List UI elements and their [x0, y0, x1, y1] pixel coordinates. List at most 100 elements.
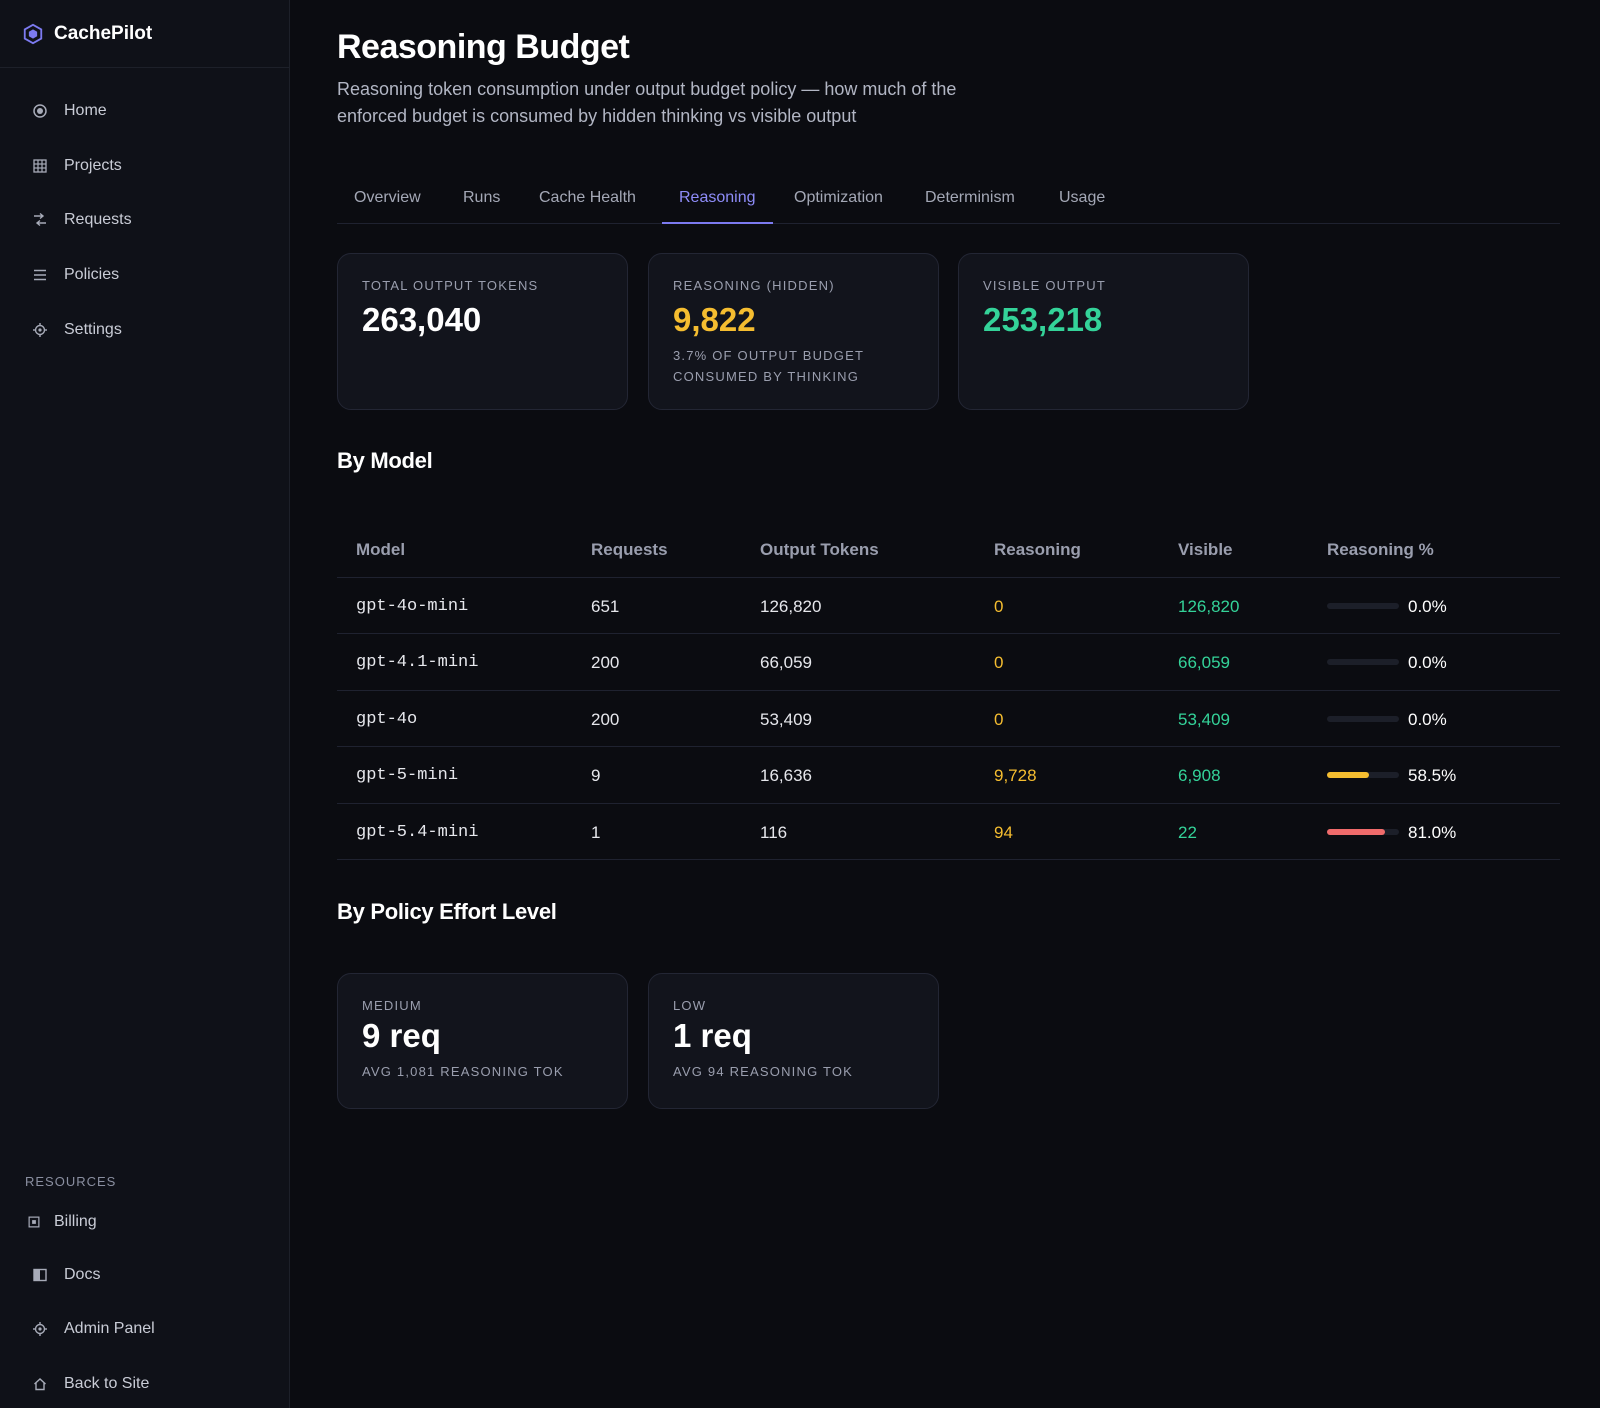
stat-label: TOTAL OUTPUT TOKENS: [362, 278, 539, 293]
policy-subtext: AVG 94 REASONING TOK: [673, 1064, 854, 1079]
cell-model: gpt-4o: [356, 709, 418, 729]
cell-reasoning: 94: [994, 822, 1013, 842]
resource-item-docs[interactable]: Docs: [0, 1260, 290, 1290]
swap-icon: [32, 212, 48, 228]
column-header-reasoning-pct[interactable]: Reasoning %: [1327, 540, 1434, 559]
stat-subtext: 3.7% OF OUTPUT BUDGET CONSUMED BY THINKI…: [673, 348, 864, 384]
reasoning-pct-bar: [1327, 772, 1399, 779]
nav-item-label: Requests: [64, 211, 132, 229]
column-header-reasoning[interactable]: Reasoning: [994, 540, 1081, 559]
cell-requests: 651: [591, 597, 620, 616]
cell-reasoning: 0: [994, 653, 1004, 673]
house-icon: [32, 1376, 48, 1392]
table-row[interactable]: gpt-4o-mini 651 126,820 0 126,820 0.0%: [337, 578, 1560, 635]
nav-item-requests[interactable]: Requests: [0, 193, 289, 248]
cell-output-tokens: 116: [760, 822, 788, 842]
reasoning-pct-fill: [1327, 772, 1370, 779]
page-description: Reasoning token consumption under output…: [337, 79, 957, 126]
policy-value: 9 req: [362, 1017, 441, 1054]
tab-determinism[interactable]: Determinism: [925, 189, 1015, 206]
brand-name: CachePilot: [54, 22, 153, 44]
cell-output-tokens: 126,820: [760, 597, 822, 616]
nav-item-home[interactable]: Home: [0, 84, 289, 139]
reasoning-pct-fill: [1327, 828, 1386, 835]
tab-optimization[interactable]: Optimization: [794, 189, 883, 206]
reasoning-pct-bar: [1327, 603, 1399, 609]
nav-item-projects[interactable]: Projects: [0, 139, 289, 194]
column-header-visible[interactable]: Visible: [1178, 540, 1233, 559]
nav-item-settings[interactable]: Settings: [0, 302, 289, 357]
section-title-by-model: By Model: [337, 448, 433, 473]
cell-reasoning-pct: 0.0%: [1408, 597, 1447, 616]
cell-output-tokens: 16,636: [760, 766, 812, 786]
nav-item-label: Home: [64, 102, 107, 120]
reasoning-pct-bar: [1327, 828, 1399, 835]
main-nav: Home Projects Requests Policies Settings: [0, 68, 289, 357]
cell-reasoning: 0: [994, 709, 1004, 729]
policy-card-medium: MEDIUM 9 req AVG 1,081 REASONING TOK: [337, 973, 628, 1109]
stat-value: 253,218: [983, 301, 1103, 338]
table-row[interactable]: gpt-5.4-mini 1 116 94 22 81.0%: [337, 804, 1560, 860]
cell-visible: 53,409: [1178, 709, 1230, 729]
resource-item-label: Docs: [64, 1266, 101, 1283]
nav-item-label: Projects: [64, 156, 122, 174]
policy-card-low: LOW 1 req AVG 94 REASONING TOK: [648, 973, 939, 1109]
stat-card-total-output: TOTAL OUTPUT TOKENS 263,040: [337, 253, 628, 410]
column-header-model[interactable]: Model: [356, 540, 406, 559]
resource-item-billing[interactable]: Billing: [0, 1207, 290, 1237]
policy-label: LOW: [673, 998, 707, 1013]
resource-item-back-to-site[interactable]: Back to Site: [0, 1369, 290, 1399]
nav-item-label: Policies: [64, 266, 120, 284]
cell-requests: 1: [591, 822, 601, 842]
tab-usage[interactable]: Usage: [1059, 189, 1106, 206]
resources-title: RESOURCES: [25, 1174, 117, 1189]
tab-reasoning[interactable]: Reasoning: [662, 180, 773, 224]
list-icon: [32, 267, 48, 283]
table-row[interactable]: gpt-5-mini 9 16,636 9,728 6,908 58.5%: [337, 747, 1560, 804]
page-title: Reasoning Budget: [337, 28, 630, 66]
policy-subtext: AVG 1,081 REASONING TOK: [362, 1064, 564, 1079]
stat-value: 9,822: [673, 301, 756, 338]
cell-requests: 200: [591, 653, 620, 673]
nav-item-policies[interactable]: Policies: [0, 248, 289, 303]
resource-item-label: Admin Panel: [64, 1320, 155, 1337]
cell-requests: 200: [591, 709, 620, 729]
cell-requests: 9: [591, 766, 601, 786]
gear-icon: [32, 1321, 48, 1337]
section-title-by-policy: By Policy Effort Level: [337, 899, 557, 924]
stat-card-reasoning-hidden: REASONING (HIDDEN) 9,822 3.7% OF OUTPUT …: [648, 253, 939, 410]
cell-model: gpt-5.4-mini: [356, 822, 479, 842]
table-header: Model Requests Output Tokens Reasoning V…: [337, 522, 1560, 578]
cell-reasoning: 0: [994, 597, 1004, 616]
stat-value: 263,040: [362, 301, 482, 338]
cell-output-tokens: 66,059: [760, 653, 812, 673]
cell-visible: 22: [1178, 822, 1197, 842]
sidebar: CachePilot Home Projects Requests Polici…: [0, 0, 290, 1408]
billing-icon: [28, 1216, 40, 1228]
resource-item-admin-panel[interactable]: Admin Panel: [0, 1314, 290, 1344]
tab-cache-health[interactable]: Cache Health: [539, 189, 636, 206]
cell-model: gpt-5-mini: [356, 766, 459, 786]
tab-overview[interactable]: Overview: [354, 189, 421, 206]
table-row[interactable]: gpt-4.1-mini 200 66,059 0 66,059 0.0%: [337, 634, 1560, 691]
cell-reasoning-pct: 0.0%: [1408, 709, 1447, 729]
resource-item-label: Billing: [54, 1213, 97, 1230]
stat-label: REASONING (HIDDEN): [673, 278, 835, 293]
column-header-requests[interactable]: Requests: [591, 540, 668, 559]
cell-reasoning-pct: 0.0%: [1408, 653, 1447, 673]
cell-output-tokens: 53,409: [760, 709, 812, 729]
hexagon-logo-icon: [23, 23, 43, 44]
reasoning-pct-bar: [1327, 715, 1399, 722]
tab-runs[interactable]: Runs: [463, 189, 501, 206]
brand[interactable]: CachePilot: [0, 0, 289, 68]
cell-reasoning-pct: 58.5%: [1408, 766, 1457, 786]
policy-label: MEDIUM: [362, 998, 422, 1013]
column-header-output-tokens[interactable]: Output Tokens: [760, 540, 879, 559]
table-row[interactable]: gpt-4o 200 53,409 0 53,409 0.0%: [337, 691, 1560, 748]
gear-icon: [32, 322, 48, 338]
nav-item-label: Settings: [64, 320, 122, 338]
cell-model: gpt-4o-mini: [356, 597, 469, 616]
cell-reasoning: 9,728: [994, 766, 1037, 786]
tab-bar: Overview Runs Cache Health Reasoning Opt…: [337, 180, 1560, 224]
cell-visible: 6,908: [1178, 766, 1221, 786]
